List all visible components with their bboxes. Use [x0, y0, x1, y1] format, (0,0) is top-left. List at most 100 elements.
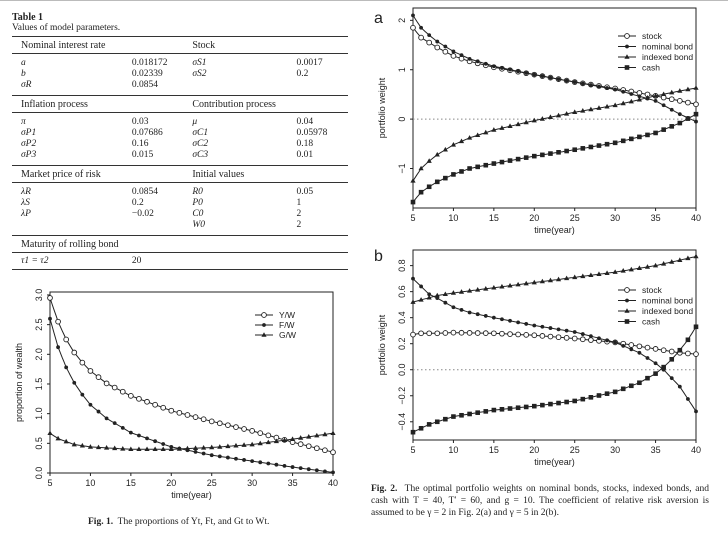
data-point	[330, 449, 336, 456]
data-point	[410, 178, 416, 183]
data-point	[475, 287, 481, 292]
data-point	[515, 331, 521, 338]
data-point	[693, 324, 699, 330]
data-point	[499, 283, 505, 289]
y-axis-label: portfolio weight	[377, 77, 387, 138]
parameter-symbol: σR	[21, 80, 32, 90]
legend-label: cash	[642, 317, 660, 327]
data-point	[217, 454, 222, 459]
data-point	[624, 308, 630, 313]
data-point	[451, 172, 456, 177]
data-point	[233, 442, 239, 448]
parameter-symbol: μ	[192, 117, 198, 127]
x-tick-label: 25	[570, 445, 580, 455]
data-point	[64, 365, 69, 370]
data-point	[426, 294, 432, 300]
parameter-value	[288, 80, 349, 91]
data-point	[694, 119, 698, 124]
data-point	[644, 344, 651, 351]
table-1: Table 1 Values of model parameters. Nomi…	[12, 12, 348, 270]
parameter-value: 0.04	[296, 117, 314, 127]
data-point	[249, 428, 255, 434]
data-point	[434, 44, 441, 51]
data-point	[644, 264, 651, 269]
parameter-value	[123, 220, 183, 231]
data-point	[144, 446, 150, 452]
data-point	[625, 44, 629, 49]
data-point	[250, 459, 255, 464]
data-point	[555, 334, 562, 341]
section-header: Initial values	[183, 165, 348, 183]
data-point	[588, 334, 593, 339]
parameter-symbol: λS	[21, 198, 30, 208]
figure-2-caption: Fig. 2. The optimal portfolio weights on…	[371, 483, 709, 519]
data-point	[572, 80, 577, 84]
data-point	[475, 410, 480, 415]
data-point	[669, 376, 674, 381]
data-point	[564, 328, 569, 333]
parameter-symbol: τ1 = τ2	[12, 252, 123, 270]
x-tick-label: 15	[489, 213, 499, 223]
table-row: σP2 0.16 σC2 0.18	[12, 139, 348, 150]
y-tick-label: 0.4	[397, 311, 407, 324]
data-point	[71, 349, 78, 356]
section-header	[183, 235, 348, 253]
data-point	[418, 330, 424, 337]
data-point	[669, 124, 675, 129]
parameter-symbol: σP1	[21, 128, 37, 138]
parameter-symbol: λP	[21, 209, 31, 219]
data-point	[209, 453, 214, 458]
data-point	[56, 345, 60, 350]
data-point	[620, 138, 626, 144]
data-point	[685, 337, 691, 343]
data-point	[71, 441, 77, 447]
data-point	[201, 451, 206, 456]
data-point	[548, 401, 553, 407]
data-point	[693, 101, 699, 108]
data-point	[685, 350, 691, 357]
data-point	[531, 153, 537, 159]
data-point	[434, 330, 441, 337]
data-point	[258, 460, 263, 465]
series-indexed-bond	[410, 253, 699, 304]
data-point	[459, 169, 464, 174]
data-point	[508, 318, 512, 323]
data-point	[410, 24, 416, 31]
data-point	[323, 469, 327, 474]
data-point	[119, 388, 126, 395]
legend-label: nominal bond	[642, 296, 693, 306]
data-point	[128, 430, 133, 435]
data-point	[685, 99, 691, 106]
data-point	[410, 331, 416, 338]
data-point	[483, 409, 489, 414]
y-tick-label: 0	[397, 117, 407, 122]
series-stock	[410, 329, 699, 357]
data-point	[572, 274, 578, 280]
data-point	[500, 66, 504, 70]
data-point	[225, 455, 230, 460]
page-top-rule	[0, 0, 728, 1]
caption-text: The proportions of Yt, Ft, and Gt to Wt.	[117, 517, 270, 527]
data-point	[613, 87, 618, 92]
data-point	[515, 156, 521, 162]
series-line	[412, 113, 697, 203]
parameter-symbol: b	[21, 69, 26, 79]
series-cash	[410, 324, 699, 435]
data-point	[645, 132, 650, 138]
data-point	[168, 407, 175, 414]
x-tick-label: 40	[691, 213, 701, 223]
data-point	[677, 120, 683, 126]
data-point	[55, 435, 61, 441]
data-point	[491, 161, 497, 166]
data-point	[314, 468, 319, 473]
data-point	[112, 421, 117, 426]
data-point	[184, 445, 191, 451]
table-row: λP −0.02 C0 2	[12, 209, 348, 220]
data-point	[499, 406, 505, 412]
data-point	[624, 319, 630, 324]
data-point	[79, 359, 86, 366]
data-point	[63, 336, 70, 343]
parameter-value: 0.16	[131, 139, 149, 149]
legend-label: indexed bond	[642, 306, 693, 316]
parameter-symbol: λR	[21, 187, 31, 197]
